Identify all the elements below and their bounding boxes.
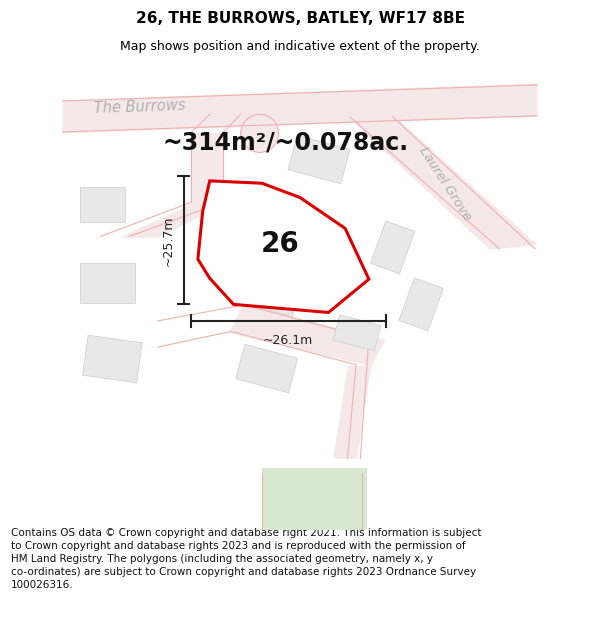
Polygon shape xyxy=(191,133,224,204)
Text: Laurel Grove: Laurel Grove xyxy=(416,145,474,224)
FancyBboxPatch shape xyxy=(333,315,381,351)
Polygon shape xyxy=(347,117,538,250)
Text: 26: 26 xyxy=(260,229,299,258)
Text: Map shows position and indicative extent of the property.: Map shows position and indicative extent… xyxy=(120,39,480,52)
Text: ~25.7m: ~25.7m xyxy=(162,215,175,266)
Text: Contains OS data © Crown copyright and database right 2021. This information is : Contains OS data © Crown copyright and d… xyxy=(11,528,481,590)
Polygon shape xyxy=(262,473,362,530)
Polygon shape xyxy=(62,84,538,133)
Polygon shape xyxy=(198,181,369,312)
FancyBboxPatch shape xyxy=(83,335,142,382)
FancyBboxPatch shape xyxy=(80,262,135,303)
FancyBboxPatch shape xyxy=(242,269,301,316)
Text: 26, THE BURROWS, BATLEY, WF17 8BE: 26, THE BURROWS, BATLEY, WF17 8BE xyxy=(136,11,464,26)
FancyBboxPatch shape xyxy=(399,278,443,331)
Circle shape xyxy=(241,114,278,152)
FancyBboxPatch shape xyxy=(236,344,298,392)
Polygon shape xyxy=(262,468,367,530)
Text: ~314m²/~0.078ac.: ~314m²/~0.078ac. xyxy=(163,131,409,155)
Polygon shape xyxy=(119,204,224,238)
Polygon shape xyxy=(333,366,371,459)
Text: ~26.1m: ~26.1m xyxy=(263,334,313,348)
Polygon shape xyxy=(229,304,386,366)
FancyBboxPatch shape xyxy=(370,221,415,274)
FancyBboxPatch shape xyxy=(80,187,125,222)
FancyBboxPatch shape xyxy=(248,202,310,250)
Text: The Burrows: The Burrows xyxy=(94,98,185,116)
FancyBboxPatch shape xyxy=(288,135,350,184)
